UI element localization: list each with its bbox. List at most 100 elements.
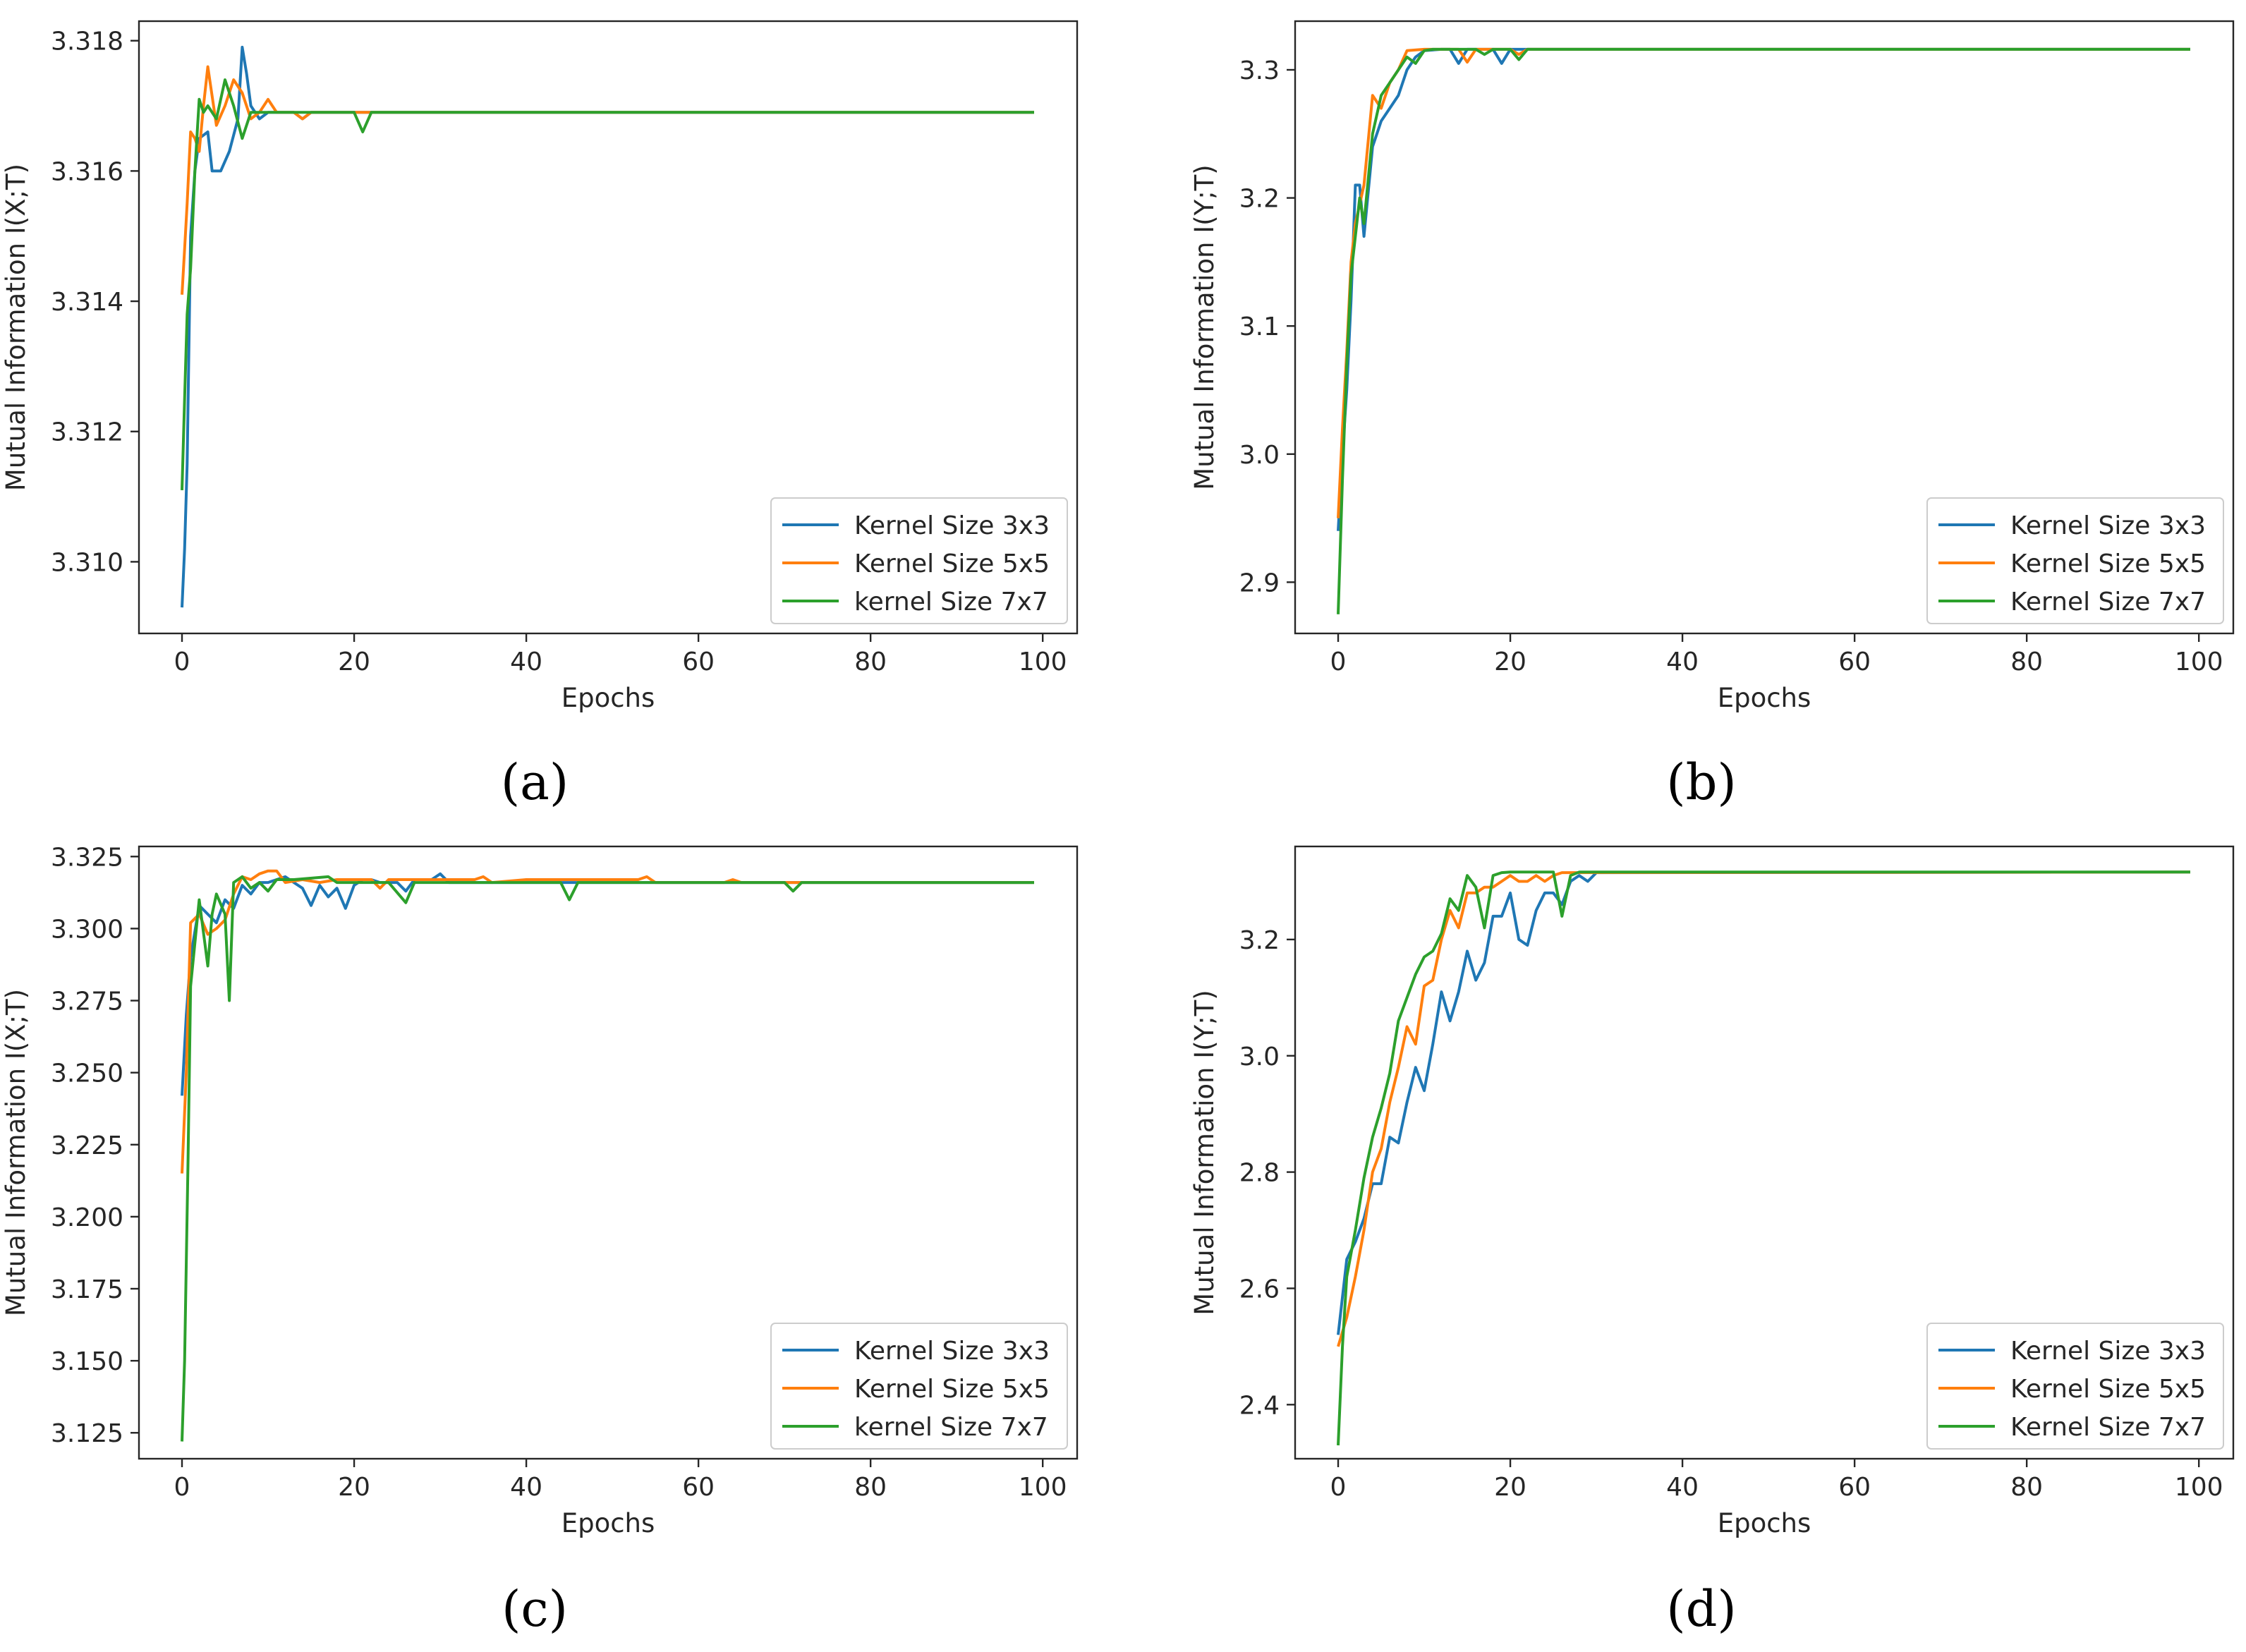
panel-label-c: (c) <box>464 1580 605 1638</box>
y-tick-label-b-3: 3.2 <box>1239 185 1280 214</box>
x-tick-label-d-1: 20 <box>1494 1473 1526 1502</box>
x-tick-label-b-2: 40 <box>1666 648 1699 676</box>
legend-label-b-1: Kernel Size 5x5 <box>2010 549 2206 578</box>
y-tick-label-c-4: 3.225 <box>51 1131 123 1160</box>
x-tick-label-a-5: 100 <box>1019 648 1067 676</box>
plot-frame-c <box>138 845 1079 1460</box>
x-tick-label-c-1: 20 <box>338 1473 370 1502</box>
x-tick-label-d-4: 80 <box>2010 1473 2043 1502</box>
x-tick-label-b-4: 80 <box>2010 648 2043 676</box>
panel-d-caption: (d) <box>1666 1580 1737 1638</box>
chart-panel-b: 0 20 40 60 80 100 2.9 3.0 3.1 3.2 3.3 Epochs Mutual … <box>1189 20 2235 713</box>
panel-b-caption: (b) <box>1666 753 1737 811</box>
plot-frame-a <box>138 20 1079 635</box>
chart-panel-a: 0 20 40 60 80 100 3.310 3.312 3.314 3.316 3.318 Epo… <box>1 20 1079 713</box>
y-tick-label-d-3: 3.0 <box>1239 1043 1280 1071</box>
x-tick-label-a-4: 80 <box>854 648 887 676</box>
series-line-b-1 <box>1337 47 2190 518</box>
y-tick-label-a-4: 3.318 <box>51 28 123 56</box>
legend-label-c-1: Kernel Size 5x5 <box>854 1375 1050 1404</box>
x-tick-label-c-0: 0 <box>174 1473 190 1502</box>
y-tick-label-b-4: 3.3 <box>1239 56 1280 85</box>
x-tick-label-a-0: 0 <box>174 648 190 676</box>
legend-label-a-1: Kernel Size 5x5 <box>854 549 1050 578</box>
panel-c-caption: (c) <box>502 1580 568 1638</box>
panel-label-d: (d) <box>1631 1580 1772 1638</box>
legend-label-d-0: Kernel Size 3x3 <box>2010 1337 2206 1366</box>
y-tick-label-c-0: 3.125 <box>51 1419 123 1448</box>
series-line-c-1 <box>181 869 1034 1174</box>
x-tick-label-b-5: 100 <box>2175 648 2223 676</box>
x-tick-label-c-2: 40 <box>510 1473 542 1502</box>
y-tick-label-c-5: 3.250 <box>51 1059 123 1088</box>
plot-frame-b <box>1294 20 2235 635</box>
y-tick-label-d-4: 3.2 <box>1239 926 1280 955</box>
x-tick-label-a-3: 60 <box>682 648 715 676</box>
legend-box-b <box>1926 497 2224 624</box>
x-tick-label-d-3: 60 <box>1838 1473 1871 1502</box>
legend-box-c <box>770 1323 1068 1450</box>
y-tick-label-c-3: 3.200 <box>51 1203 123 1232</box>
legend-label-b-0: Kernel Size 3x3 <box>2010 511 2206 540</box>
y-tick-label-a-0: 3.310 <box>51 548 123 577</box>
series-line-b-2 <box>1337 47 2190 614</box>
series-line-a-2 <box>181 78 1034 490</box>
x-axis-label-d: Epochs <box>1718 1508 1811 1538</box>
y-tick-label-b-1: 3.0 <box>1239 441 1280 470</box>
x-tick-label-a-1: 20 <box>338 648 370 676</box>
y-tick-label-c-2: 3.175 <box>51 1275 123 1304</box>
series-line-c-2 <box>181 875 1034 1442</box>
y-axis-label-a: Mutual Information I(X;T) <box>1 164 31 491</box>
plot-frame-d <box>1294 845 2235 1460</box>
y-tick-label-d-0: 2.4 <box>1239 1391 1280 1420</box>
y-tick-label-a-3: 3.316 <box>51 157 123 186</box>
y-tick-label-d-2: 2.8 <box>1239 1159 1280 1188</box>
x-tick-label-b-3: 60 <box>1838 648 1871 676</box>
x-tick-label-b-1: 20 <box>1494 648 1526 676</box>
y-tick-label-a-1: 3.312 <box>51 418 123 447</box>
y-tick-label-c-1: 3.150 <box>51 1347 123 1376</box>
x-axis-label-c: Epochs <box>562 1508 655 1538</box>
legend-label-c-0: Kernel Size 3x3 <box>854 1337 1050 1366</box>
x-tick-label-d-5: 100 <box>2175 1473 2223 1502</box>
y-axis-label-b: Mutual Information I(Y;T) <box>1189 164 1220 490</box>
x-tick-label-a-2: 40 <box>510 648 542 676</box>
y-axis-label-c: Mutual Information I(X;T) <box>1 989 31 1316</box>
x-axis-label-a: Epochs <box>562 683 655 713</box>
series-line-d-0 <box>1337 870 2191 1335</box>
y-tick-label-c-7: 3.300 <box>51 915 123 944</box>
legend-label-d-2: Kernel Size 7x7 <box>2010 1413 2206 1442</box>
chart-panel-c: 0 20 40 60 80 100 3.125 3.150 3.175 3.200 3.225 3.2… <box>1 843 1079 1538</box>
series-line-d-2 <box>1337 870 2190 1446</box>
x-tick-label-c-5: 100 <box>1019 1473 1067 1502</box>
legend-label-a-0: Kernel Size 3x3 <box>854 511 1050 540</box>
legend-label-c-2: kernel Size 7x7 <box>854 1413 1048 1442</box>
series-line-d-1 <box>1337 870 2191 1347</box>
panel-label-b: (b) <box>1631 753 1772 811</box>
x-tick-label-b-0: 0 <box>1330 648 1347 676</box>
x-tick-label-c-4: 80 <box>854 1473 887 1502</box>
legend-label-d-1: Kernel Size 5x5 <box>2010 1375 2206 1404</box>
y-axis-label-d: Mutual Information I(Y;T) <box>1189 990 1220 1315</box>
x-tick-label-d-2: 40 <box>1666 1473 1699 1502</box>
y-tick-label-b-2: 3.1 <box>1239 312 1280 341</box>
x-tick-label-c-3: 60 <box>682 1473 715 1502</box>
panel-a-caption: (a) <box>500 753 569 811</box>
x-axis-label-b: Epochs <box>1718 683 1811 713</box>
y-tick-label-c-8: 3.325 <box>51 843 123 872</box>
legend-box-d <box>1926 1323 2224 1450</box>
x-tick-label-d-0: 0 <box>1330 1473 1347 1502</box>
panel-label-a: (a) <box>464 753 605 811</box>
y-tick-label-a-2: 3.314 <box>51 288 123 317</box>
series-line-a-1 <box>181 65 1034 295</box>
series-line-b-0 <box>1337 47 2190 531</box>
y-tick-label-c-6: 3.275 <box>51 988 123 1016</box>
legend-label-b-2: Kernel Size 7x7 <box>2010 588 2206 617</box>
chart-panel-d: 0 20 40 60 80 100 2.4 2.6 2.8 3.0 3.2 Epochs Mutual … <box>1189 845 2235 1538</box>
legend-box-a <box>770 497 1068 624</box>
legend-label-a-2: kernel Size 7x7 <box>854 588 1048 617</box>
y-tick-label-d-1: 2.6 <box>1239 1275 1280 1304</box>
y-tick-label-b-0: 2.9 <box>1239 569 1280 597</box>
